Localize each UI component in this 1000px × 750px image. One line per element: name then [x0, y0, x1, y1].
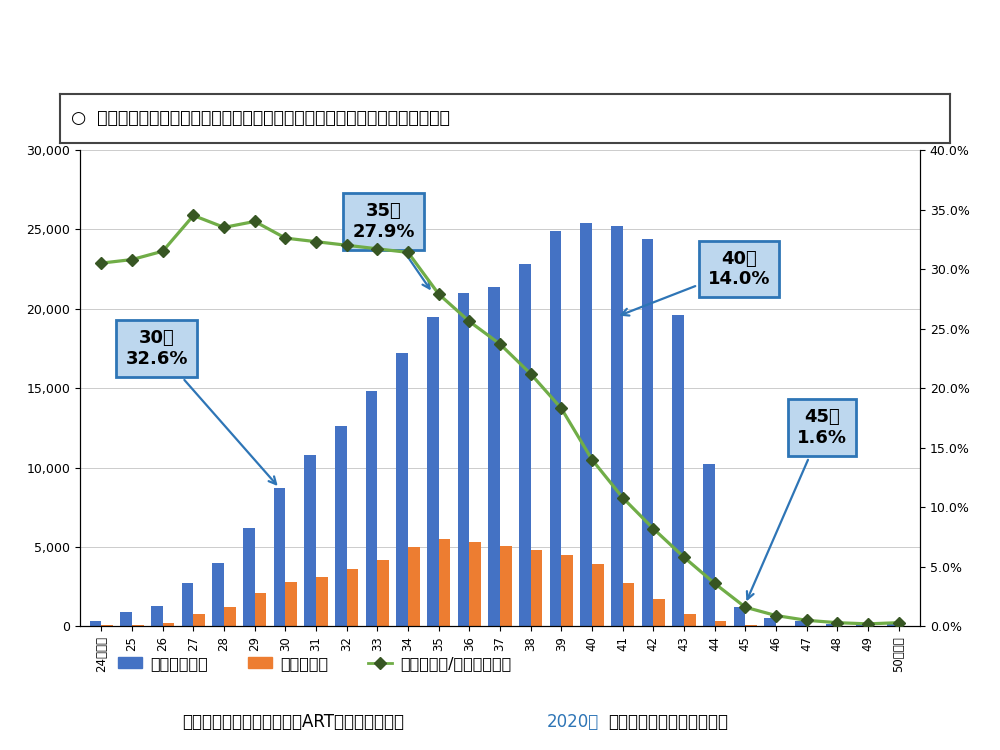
Bar: [182, 584, 193, 626]
Bar: [427, 316, 439, 626]
Bar: [500, 546, 512, 626]
Text: 出典：日本産科婦人科学会ARTデータブック（: 出典：日本産科婦人科学会ARTデータブック（: [182, 712, 404, 730]
Bar: [715, 622, 726, 626]
Bar: [347, 569, 358, 626]
Bar: [90, 622, 101, 626]
Bar: [887, 622, 899, 626]
Bar: [408, 547, 420, 626]
Bar: [550, 231, 561, 626]
Text: ）を基に厚生労働省で作成: ）を基に厚生労働省で作成: [608, 712, 728, 730]
Bar: [304, 454, 316, 626]
Bar: [335, 426, 347, 626]
Bar: [856, 624, 868, 626]
Legend: 総治療周期数, 生産周期数, 生産周期数/総治療周期数: 総治療周期数, 生産周期数, 生産周期数/総治療周期数: [112, 650, 518, 678]
Text: 30歳
32.6%: 30歳 32.6%: [125, 329, 276, 484]
Text: 2020年: 2020年: [547, 712, 599, 730]
Bar: [531, 550, 542, 626]
Text: ※全胚凍結周期を除く: ※全胚凍結周期を除く: [887, 63, 982, 78]
Bar: [316, 577, 328, 626]
Bar: [243, 528, 255, 626]
Text: ○  不妊治療における生産分娩率は、年齢が上がるにつれ低下する傾向にある。: ○ 不妊治療における生産分娩率は、年齢が上がるにつれ低下する傾向にある。: [71, 110, 450, 127]
Bar: [592, 564, 604, 626]
Bar: [488, 286, 500, 626]
Bar: [469, 542, 481, 626]
Bar: [439, 539, 450, 626]
Bar: [561, 555, 573, 626]
Text: 45歳
1.6%: 45歳 1.6%: [747, 409, 847, 599]
Bar: [255, 593, 266, 626]
Bar: [132, 625, 144, 626]
Bar: [684, 614, 696, 626]
Bar: [519, 264, 531, 626]
Bar: [212, 562, 224, 626]
Bar: [377, 560, 389, 626]
Bar: [642, 239, 653, 626]
Bar: [120, 612, 132, 626]
Bar: [274, 488, 285, 626]
Bar: [580, 223, 592, 626]
Bar: [611, 226, 623, 626]
Bar: [672, 315, 684, 626]
Bar: [703, 464, 715, 626]
Bar: [458, 293, 469, 626]
Bar: [151, 605, 163, 626]
Bar: [623, 584, 634, 626]
Bar: [224, 608, 236, 626]
Bar: [193, 614, 205, 626]
Bar: [795, 621, 807, 626]
Text: 35歳
27.9%: 35歳 27.9%: [352, 202, 430, 289]
Bar: [653, 599, 665, 626]
Bar: [366, 392, 377, 626]
Bar: [826, 623, 837, 626]
Bar: [396, 353, 408, 626]
Bar: [285, 582, 297, 626]
Bar: [163, 623, 174, 626]
Bar: [734, 608, 745, 626]
Text: 不妊治療中における年齢と生産分娩率（生産周期数／総治療周期数）: 不妊治療中における年齢と生産分娩率（生産周期数／総治療周期数）: [18, 22, 456, 46]
Bar: [764, 618, 776, 626]
Text: 40歳
14.0%: 40歳 14.0%: [621, 250, 770, 316]
